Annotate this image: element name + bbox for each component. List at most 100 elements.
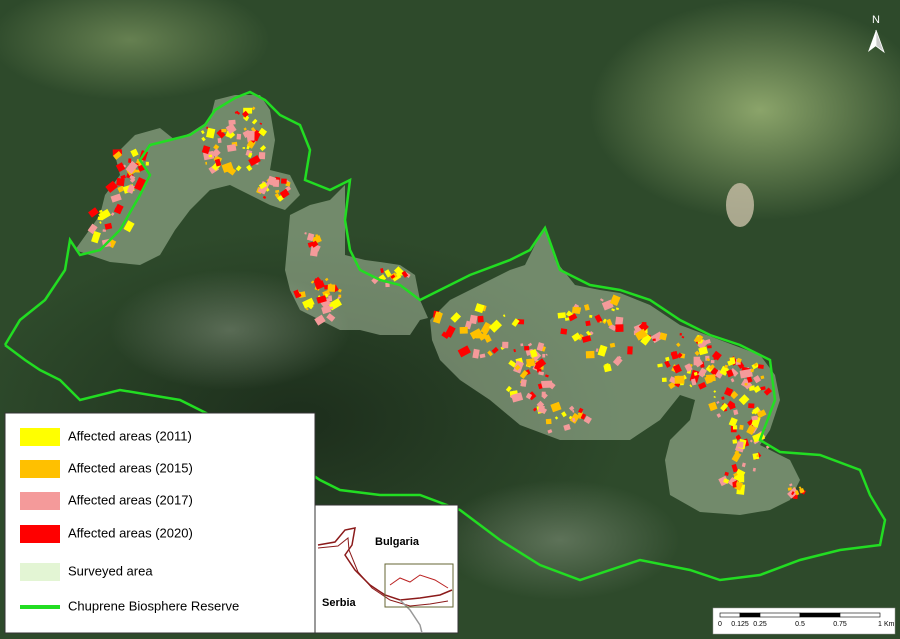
affected-patch: [201, 145, 211, 155]
affected-patch: [310, 240, 319, 248]
affected-patch: [563, 423, 571, 431]
legend-label: Affected areas (2020): [68, 525, 193, 540]
affected-patch: [589, 314, 593, 318]
affected-patch: [728, 402, 736, 410]
affected-patch: [135, 169, 140, 173]
affected-patch: [753, 362, 758, 367]
scale-segment: [839, 612, 881, 618]
affected-patch: [380, 267, 384, 274]
affected-patch: [450, 312, 462, 323]
affected-patch: [326, 298, 329, 302]
rock: [110, 270, 350, 390]
meadow: [590, 0, 900, 220]
affected-patch: [432, 311, 443, 324]
affected-patch: [217, 137, 222, 144]
affected-patch: [697, 367, 708, 378]
affected-patch: [733, 409, 739, 416]
affected-patch: [736, 357, 742, 364]
affected-patch: [681, 335, 685, 339]
affected-patch: [713, 395, 716, 399]
affected-patch: [129, 174, 136, 181]
affected-patch: [571, 409, 575, 413]
affected-patch: [236, 133, 242, 140]
affected-patch: [266, 175, 277, 186]
affected-patch: [99, 221, 102, 224]
scale-label: 0.75: [833, 621, 847, 628]
affected-patch: [505, 385, 512, 393]
border: [317, 527, 453, 601]
affected-patch: [746, 424, 756, 436]
affected-patch: [716, 400, 720, 405]
affected-patch: [235, 165, 242, 172]
affected-patch: [741, 462, 746, 468]
affected-patch: [511, 392, 524, 403]
affected-patch: [756, 409, 767, 419]
scale-segment: [759, 612, 801, 618]
affected-patch: [310, 280, 315, 284]
affected-patch: [307, 303, 314, 310]
affected-patch: [487, 350, 493, 357]
affected-patch: [508, 359, 517, 368]
scale-label: 1: [878, 621, 882, 628]
legend-swatch: [20, 563, 60, 581]
affected-patch: [697, 339, 708, 350]
affected-patch: [724, 364, 729, 369]
affected-patch: [251, 106, 256, 111]
affected-patch: [575, 306, 582, 313]
affected-patch: [578, 407, 584, 414]
affected-patch: [244, 115, 250, 122]
inset-label: Serbia: [322, 597, 357, 609]
affected-patch: [116, 177, 125, 187]
affected-patch: [736, 441, 744, 448]
affected-patch: [659, 332, 668, 341]
inset-label: Bulgaria: [375, 536, 420, 548]
affected-patch: [123, 164, 127, 168]
affected-patch: [123, 220, 135, 233]
affected-patch: [514, 364, 521, 371]
affected-patch: [213, 144, 220, 151]
affected-patch: [583, 304, 590, 311]
affected-patch: [580, 413, 587, 420]
legend: Affected areas (2011) Affected areas (201…: [4, 412, 316, 634]
affected-patch: [615, 316, 624, 326]
affected-patch: [602, 319, 607, 325]
affected-patch: [226, 130, 236, 139]
affected-patch: [472, 348, 480, 359]
affected-patch: [304, 232, 307, 235]
affected-patch: [724, 471, 729, 476]
affected-patch: [104, 222, 113, 230]
affected-patch: [735, 434, 742, 441]
affected-patch: [756, 454, 759, 458]
affected-patch: [526, 358, 536, 367]
affected-patch: [105, 180, 118, 193]
affected-patch: [242, 147, 246, 149]
affected-patch: [205, 161, 208, 165]
affected-patch: [200, 130, 205, 135]
affected-patch: [513, 348, 517, 353]
affected-patch: [733, 472, 738, 477]
affected-patch: [524, 345, 530, 351]
affected-patch: [536, 400, 545, 409]
affected-patch: [511, 318, 520, 327]
affected-patch: [708, 364, 715, 371]
affected-patch: [527, 391, 537, 401]
affected-patch: [125, 160, 139, 174]
affected-patch: [706, 358, 711, 362]
affected-patch: [661, 377, 667, 383]
affected-patch: [258, 152, 266, 160]
affected-patch: [102, 229, 106, 232]
affected-patch: [557, 312, 566, 319]
legend-swatch: [20, 492, 60, 510]
affected-patch: [690, 378, 697, 386]
affected-patch: [537, 383, 543, 390]
affected-patch: [459, 326, 468, 334]
north-label: N: [872, 14, 880, 26]
affected-patch: [502, 341, 509, 349]
affected-patch: [385, 282, 390, 288]
affected-patch: [752, 452, 760, 460]
affected-patch: [721, 396, 725, 400]
affected-patch: [120, 174, 127, 180]
affected-patch: [617, 355, 622, 360]
affected-patch: [279, 188, 290, 199]
